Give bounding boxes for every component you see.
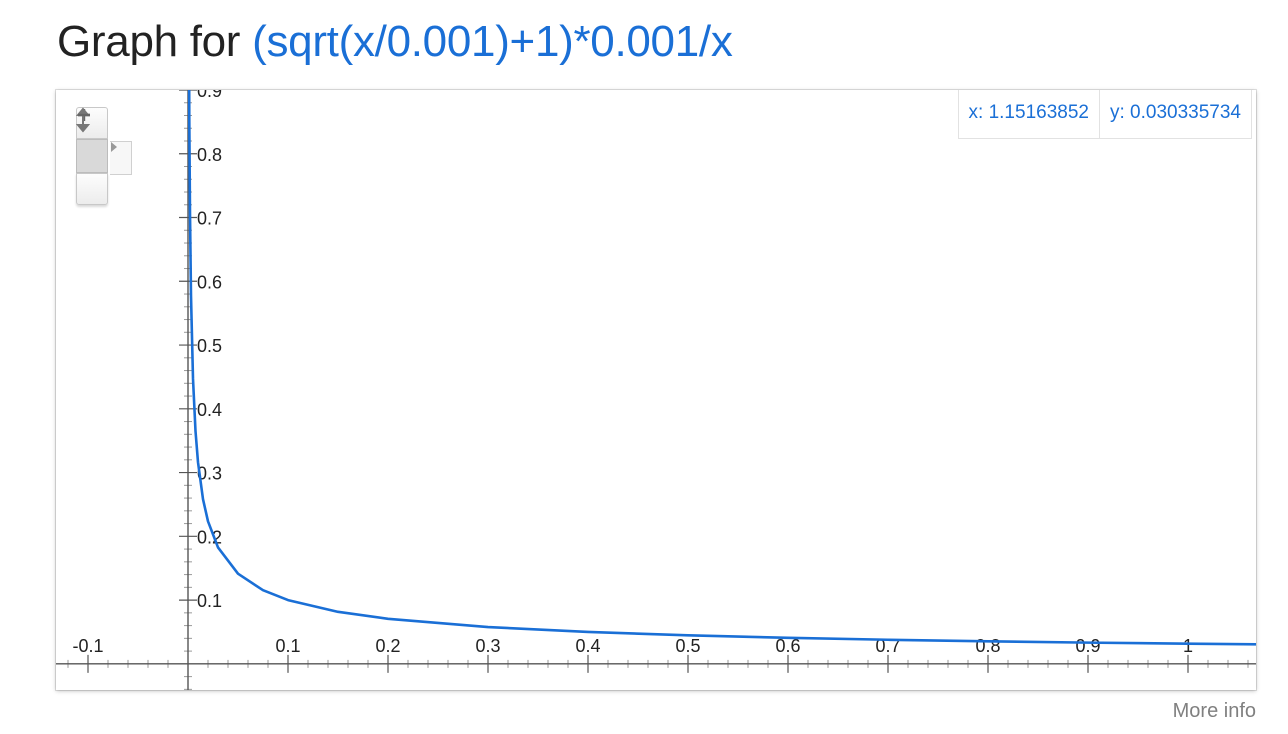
graph-title: Graph for (sqrt(x/0.001)+1)*0.001/x — [57, 14, 733, 70]
y-tick-label: 0.7 — [197, 209, 222, 229]
x-tick-label: 0.1 — [275, 636, 300, 656]
graph-panel[interactable]: -0.1 0.1 0.2 0.3 0.4 0.5 0.6 0.7 0.8 0.9 1 0.1 0.2 0.… — [56, 90, 1256, 690]
y-tick-label: 0.3 — [197, 464, 222, 484]
x-tick-label: 0.9 — [1075, 636, 1100, 656]
function-curve — [187, 90, 1256, 646]
pan-mode-expand-button[interactable] — [110, 141, 132, 175]
zoom-controls — [76, 107, 132, 205]
x-tick-label: 0.8 — [975, 636, 1000, 656]
minus-icon — [78, 113, 90, 117]
zoom-out-button[interactable] — [76, 113, 108, 205]
y-tick-label: 0.4 — [197, 400, 222, 420]
title-prefix: Graph for — [57, 17, 241, 66]
y-tick-label: 0.6 — [197, 272, 222, 292]
x-tick-label: -0.1 — [72, 636, 103, 656]
y-tick-label: 0.9 — [197, 90, 222, 101]
x-tick-label: 0.5 — [675, 636, 700, 656]
triangle-right-icon — [111, 142, 117, 152]
pan-vertical-button[interactable] — [76, 107, 108, 173]
x-tick-label: 0.6 — [775, 636, 800, 656]
x-tick-label: 0.3 — [475, 636, 500, 656]
x-tick-label: 0.4 — [575, 636, 600, 656]
y-tick-label: 0.8 — [197, 145, 222, 165]
y-tick-label: 0.2 — [197, 527, 222, 547]
y-tick-label: 0.5 — [197, 336, 222, 356]
x-tick-label: 1 — [1183, 636, 1193, 656]
x-tick-label: 0.2 — [375, 636, 400, 656]
readout-x: x: 1.15163852 — [968, 102, 1089, 123]
title-formula-link[interactable]: (sqrt(x/0.001)+1)*0.001/x — [252, 17, 733, 66]
readout-y: y: 0.030335734 — [1098, 90, 1251, 138]
cursor-readout: x: 1.15163852 y: 0.030335734 — [957, 90, 1252, 139]
function-plot[interactable]: -0.1 0.1 0.2 0.3 0.4 0.5 0.6 0.7 0.8 0.9 1 0.1 0.2 0.… — [56, 90, 1256, 690]
y-tick-label: 0.1 — [197, 591, 222, 611]
more-info-link[interactable]: More info — [1172, 700, 1256, 722]
